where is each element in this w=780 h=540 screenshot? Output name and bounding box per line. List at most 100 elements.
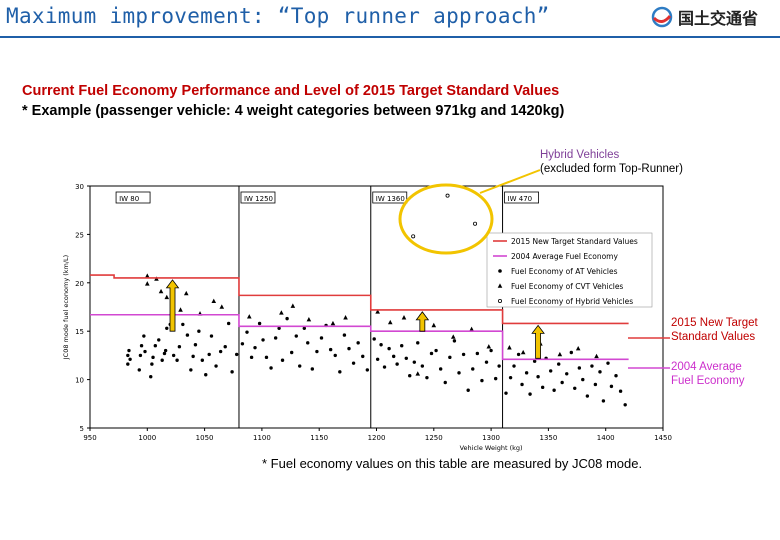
cvt-vehicle-point (594, 353, 599, 359)
at-vehicle-point (577, 366, 582, 370)
hybrid-callout-line (479, 169, 541, 194)
at-vehicle-point (209, 334, 214, 338)
cvt-vehicle-point (279, 310, 284, 315)
category-label-box (115, 191, 151, 204)
at-vehicle-point (197, 329, 201, 333)
at-vehicle-point (382, 365, 387, 369)
category-label: IW 470 (508, 195, 533, 203)
at-vehicle-point (356, 341, 360, 345)
at-vehicle-point (524, 371, 529, 375)
at-vehicle-point (269, 366, 273, 370)
average-fuel-economy-line (90, 313, 629, 361)
at-vehicle-point (226, 321, 231, 326)
cvt-vehicle-point (469, 326, 474, 332)
at-vehicle-point (489, 348, 493, 353)
at-vehicle-point (528, 392, 532, 396)
page-title: Maximum improvement: “Top runner approac… (6, 4, 550, 28)
target-callout-line-1: 2015 New Target (671, 317, 758, 329)
legend-label: Fuel Economy of Hybrid Vehicles (511, 297, 633, 306)
at-vehicle-point (264, 355, 269, 360)
at-vehicle-point (452, 339, 457, 343)
at-vehicle-point (162, 351, 167, 356)
at-vehicle-point (289, 350, 294, 355)
at-vehicle-point (223, 344, 227, 349)
cvt-vehicle-point (330, 320, 336, 326)
at-vehicle-point (128, 357, 132, 361)
hybrid-callout-line-2: (excluded form Top-Runner) (540, 163, 683, 175)
at-vehicle-point (408, 374, 412, 378)
at-vehicle-point (508, 375, 513, 380)
cvt-vehicle-point (246, 314, 252, 319)
at-vehicle-point (234, 352, 239, 357)
x-tick-label: 1450 (654, 434, 672, 442)
legend-swatch-hybrid (497, 298, 502, 303)
title-rule (0, 36, 780, 38)
at-vehicle-point (257, 321, 262, 326)
ministry-logo-text: 国土交通省 (678, 9, 759, 28)
footnote: * Fuel economy values on this table are … (262, 456, 643, 471)
y-axis-label: JC08 mode fuel economy (km/L) (62, 255, 70, 360)
at-vehicle-point (372, 337, 376, 341)
average-callout-line-2: Fuel Economy (671, 375, 745, 387)
cvt-vehicle-point (415, 371, 421, 376)
at-vehicle-point (614, 374, 618, 378)
y-tick-label: 25 (75, 231, 84, 239)
at-vehicle-point (277, 326, 281, 330)
cvt-vehicle-point (520, 349, 526, 355)
at-vehicle-point (361, 354, 365, 359)
at-vehicle-point (177, 344, 182, 349)
at-vehicle-point (461, 352, 466, 357)
at-vehicle-point (273, 336, 278, 340)
at-vehicle-point (294, 334, 298, 338)
cvt-vehicle-point (507, 345, 512, 350)
at-vehicle-point (365, 368, 370, 372)
cvt-vehicle-point (557, 351, 563, 357)
hybrid-vehicle-point (445, 193, 450, 198)
at-vehicle-point (127, 348, 131, 353)
hybrid-highlight-ellipse (398, 183, 494, 255)
at-vehicle-point (581, 377, 585, 382)
at-vehicle-point (598, 370, 602, 374)
hybrid-vehicle-point (411, 234, 416, 239)
at-vehicle-point (126, 353, 130, 358)
legend-label: 2015 New Target Standard Values (511, 237, 638, 246)
at-vehicle-point (375, 357, 380, 361)
at-vehicle-point (565, 372, 569, 376)
at-vehicle-point (207, 352, 211, 357)
target-standard-line (90, 274, 629, 325)
at-vehicle-point (609, 384, 614, 389)
at-vehicle-point (245, 330, 249, 334)
cvt-vehicle-point (219, 304, 225, 309)
at-vehicle-point (204, 373, 208, 377)
at-vehicle-point (590, 364, 594, 368)
y-tick-label: 15 (75, 328, 84, 336)
cvt-vehicle-point (575, 346, 581, 351)
cvt-vehicle-point (145, 281, 150, 286)
at-vehicle-point (379, 343, 383, 347)
at-vehicle-point (416, 341, 420, 345)
at-vehicle-point (306, 341, 310, 345)
at-vehicle-point (504, 391, 508, 395)
at-vehicle-point (516, 352, 521, 357)
at-vehicle-point (193, 343, 198, 347)
at-vehicle-point (143, 349, 147, 354)
x-tick-label: 1400 (597, 434, 615, 442)
at-vehicle-point (520, 382, 524, 387)
at-vehicle-point (315, 349, 319, 354)
y-tick-label: 20 (75, 280, 84, 288)
at-vehicle-point (218, 349, 223, 354)
cvt-vehicle-point (343, 315, 348, 320)
improvement-arrow-icon (165, 279, 180, 332)
category-label: IW 1360 (376, 195, 405, 203)
at-vehicle-point (351, 361, 356, 365)
ministry-logo: 国土交通省 (650, 4, 758, 30)
legend-label: Fuel Economy of AT Vehicles (511, 267, 618, 276)
at-vehicle-point (387, 346, 391, 351)
at-vehicle-point (150, 362, 154, 366)
hybrid-callout-line-1: Hybrid Vehicles (540, 149, 620, 161)
legend-box (486, 232, 653, 308)
heading-line-1: Current Fuel Economy Performance and Lev… (22, 83, 560, 99)
at-vehicle-point (165, 326, 169, 330)
at-vehicle-point (253, 345, 257, 350)
at-vehicle-point (151, 355, 155, 360)
